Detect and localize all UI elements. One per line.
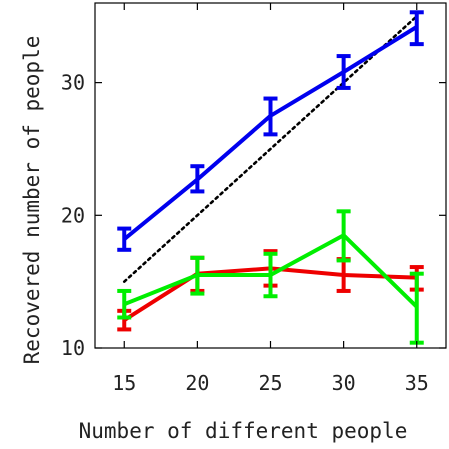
reference-line-layer	[122, 14, 419, 283]
x-tick-label: 15	[112, 371, 136, 395]
error-bar	[117, 226, 132, 252]
error-bar	[409, 10, 424, 47]
error-bar	[263, 96, 278, 137]
y-tick-label: 30	[61, 71, 85, 95]
error-bar	[117, 288, 132, 320]
x-tick-label: 20	[185, 371, 209, 395]
series-1	[117, 10, 424, 252]
y-tick-label: 10	[61, 336, 85, 360]
error-bar	[190, 164, 205, 194]
error-bar	[263, 251, 278, 299]
reference-diagonal	[122, 14, 419, 283]
x-tick-label: 35	[405, 371, 429, 395]
x-tick-label: 25	[258, 371, 282, 395]
tick-layer: 15 20 25 30 35 10 20 30	[61, 3, 446, 395]
error-bar	[190, 255, 205, 296]
x-tick-label: 30	[332, 371, 356, 395]
series-layer	[117, 10, 424, 345]
series-3	[117, 209, 424, 345]
y-tick-label: 20	[61, 203, 85, 227]
error-bar	[336, 54, 351, 90]
x-axis-title: Number of different people	[79, 419, 408, 443]
y-axis-title: Recovered number of people	[20, 36, 44, 365]
error-bar	[409, 271, 424, 345]
error-bar	[336, 209, 351, 263]
